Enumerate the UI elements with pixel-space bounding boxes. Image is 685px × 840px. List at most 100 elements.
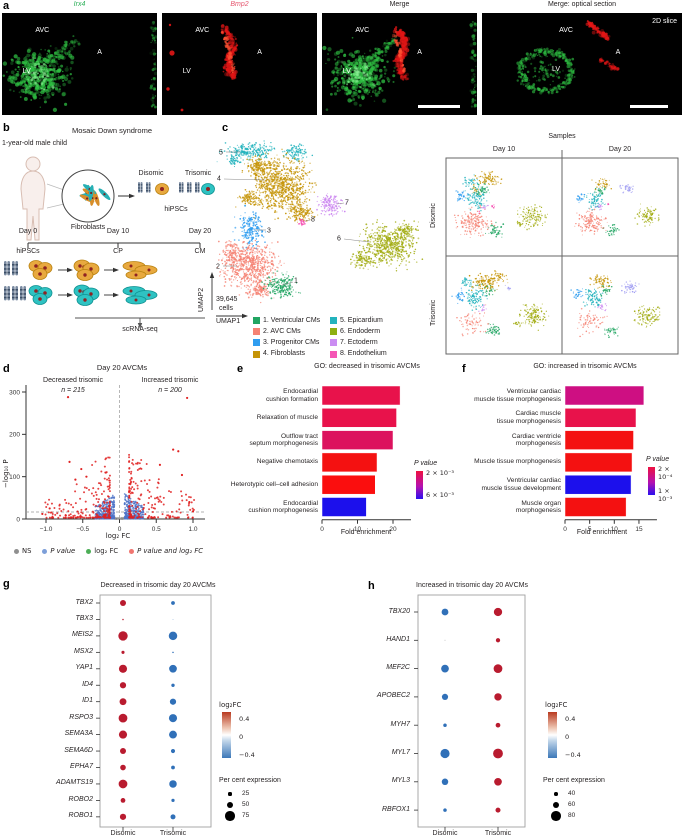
chromosome-icon <box>20 286 26 301</box>
region-label-lv: LV <box>551 66 561 73</box>
go-bar-5 <box>321 497 367 517</box>
volcano-points <box>41 395 196 520</box>
cluster-number-3: 3 <box>267 228 271 235</box>
go-decreased-xlabel: Fold enrichment <box>340 529 392 536</box>
cell-icon <box>32 268 48 280</box>
timeline-stage-1: CP <box>113 248 123 255</box>
go-category-0: Endocardial cushion formation <box>265 388 318 403</box>
micrograph-title-1: Bmp2 <box>230 1 249 8</box>
percent-dot-25 <box>228 792 232 796</box>
dot-trisomic-ID1 <box>169 698 177 705</box>
timeline-stage-2: CM <box>194 248 206 255</box>
dot-trisomic-ROBO2 <box>171 798 175 803</box>
micrograph-image-2: AVC A LV <box>322 13 477 115</box>
log2fc-tick-0: 0.4 <box>239 715 250 723</box>
micrograph-title-3: Merge: optical section <box>547 1 617 8</box>
cell-icon <box>125 270 147 280</box>
gene-label-RSPO3: RSPO3 <box>69 713 93 721</box>
panel-label-d: d <box>3 363 10 375</box>
mosaic-title: Mosaic Down syndrome <box>71 126 153 135</box>
dot-trisomic-ROBO1 <box>170 814 176 820</box>
dot-decreased-log2fc-title: log₂FC <box>219 701 242 709</box>
gene-label-ADAMTS19: ADAMTS19 <box>56 779 93 787</box>
cell-icon <box>125 295 147 305</box>
dot-trisomic-TBX2 <box>171 601 175 605</box>
scrna-label: scRNA-seq <box>122 326 158 333</box>
go-bar-4 <box>564 474 632 495</box>
volcano-left-n: n = 215 <box>61 387 85 394</box>
go-category-4: Heterotypic cell–cell adhesion <box>230 480 318 488</box>
micrograph-signal-2 <box>322 20 477 111</box>
legend-swatch-7 <box>330 339 337 347</box>
percent-dot-50 <box>226 801 234 809</box>
legend-swatch-2 <box>253 328 260 336</box>
dot-disomic-MSX2 <box>121 650 125 654</box>
scale-bar <box>418 105 460 108</box>
legend-label-7: 7. Ectoderm <box>340 338 378 346</box>
fibroblasts-circle <box>61 169 115 223</box>
dot-decreased-percent-title: Per cent expression <box>219 777 281 784</box>
dot-trisomic-SEMA3A <box>169 730 177 739</box>
dotplot-frame <box>99 594 212 828</box>
go-bar-3 <box>321 452 378 473</box>
volcano-legend-label-1: P value <box>50 547 76 555</box>
gene-label-MYL7: MYL7 <box>391 749 410 756</box>
dot-trisomic-ADAMTS19 <box>169 780 177 788</box>
dot-increased-log2fc-title: log₂FC <box>545 701 568 709</box>
umap1-axis-label: UMAP1 <box>216 318 241 325</box>
go-category-5: Endocardial cushion morphogenesis <box>248 499 318 515</box>
cluster-number-7: 7 <box>345 200 349 207</box>
cell-icon <box>76 269 94 281</box>
percent-dot-40 <box>554 792 558 796</box>
dot-disomic-ADAMTS19 <box>118 779 128 789</box>
samples-mini-d10 <box>453 170 548 238</box>
dot-trisomic-ID4 <box>171 683 175 687</box>
cell-icon <box>32 293 48 305</box>
region-label-lv: LV <box>342 68 351 75</box>
dot-increased-log2fc-colorbar <box>548 712 557 758</box>
gene-label-ROBO1: ROBO1 <box>68 812 93 820</box>
region-label-avc: AVC <box>559 27 573 34</box>
subject-label: 1-year-old male child <box>2 140 67 147</box>
umap-plot: 5 4 3 2 1 7 8 6 <box>209 140 679 355</box>
dot-disomic-TBX20 <box>441 608 449 616</box>
chromosome-icon <box>146 182 151 193</box>
dot-disomic-YAP1 <box>118 664 128 673</box>
child-silhouette <box>20 156 46 241</box>
micrograph-title-0: Irx4 <box>73 1 86 8</box>
dotplot-col-disomic: Disomic <box>110 830 136 837</box>
timeline-stage-0: hiPSCs <box>16 248 40 255</box>
dot-trisomic-RSPO3 <box>168 714 178 723</box>
go-category-3: Negative chemotaxis <box>256 458 318 466</box>
dot-disomic-RBFOX1 <box>443 808 447 812</box>
dot-decreased-title: Decreased in trisomic day 20 AVCMs <box>100 582 216 589</box>
dotplot-frame <box>417 594 526 828</box>
go-decreased-title: GO: decreased in trisomic AVCMs <box>314 363 420 370</box>
volcano-legend-item-0: NS <box>14 547 31 555</box>
dot-disomic-HAND1 <box>444 639 446 641</box>
dot-disomic-ROBO1 <box>119 813 127 820</box>
go-bar-2 <box>321 430 394 450</box>
go-decreased-chart: 0 10 20 <box>320 385 411 533</box>
gene-label-ID1: ID1 <box>82 697 93 705</box>
panel-label-a: a <box>3 0 10 12</box>
region-label-a: A <box>417 49 422 56</box>
dot-disomic-SEMA3A <box>118 730 128 739</box>
chromosome-icon <box>138 182 143 193</box>
percent-label-50: 50 <box>242 801 250 808</box>
region-label-lv: LV <box>182 68 191 75</box>
gene-label-RBFOX1: RBFOX1 <box>381 805 410 813</box>
gene-label-YAP1: YAP1 <box>75 664 93 672</box>
panel-label-g: g <box>3 578 10 590</box>
cell-icon <box>76 294 94 306</box>
dot-trisomic-SEMA6D <box>170 748 176 754</box>
gene-label-APOBEC2: APOBEC2 <box>376 692 410 700</box>
region-label-avc: AVC <box>355 27 370 34</box>
volcano-legend-dot-0 <box>14 548 19 554</box>
legend-swatch-8 <box>330 350 337 358</box>
dot-trisomic-EPHA7 <box>171 765 175 770</box>
chromosome-icon <box>4 261 10 276</box>
go-bar-0 <box>564 385 645 406</box>
percent-dot-60 <box>552 801 560 809</box>
